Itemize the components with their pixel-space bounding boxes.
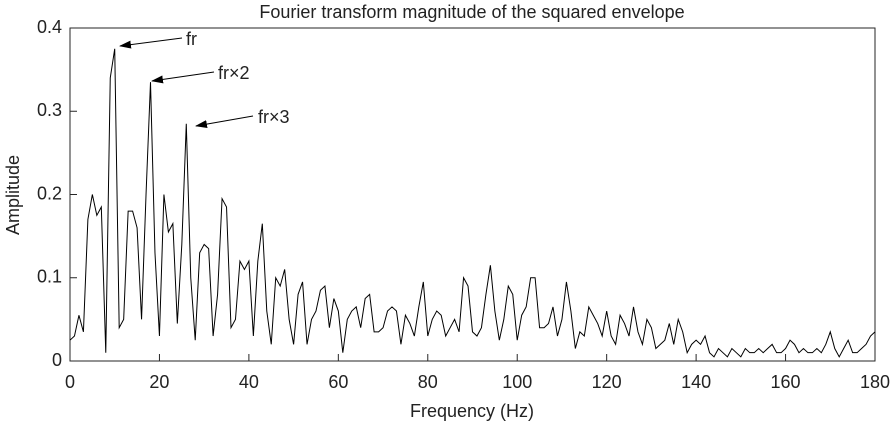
y-axis-label: Amplitude bbox=[3, 155, 23, 235]
x-tick-label: 80 bbox=[418, 372, 438, 392]
plot-frame bbox=[69, 27, 876, 362]
chart-title: Fourier transform magnitude of the squar… bbox=[259, 2, 684, 22]
annotation-arrow bbox=[195, 115, 254, 129]
annotations: fr fr×2 fr×3 bbox=[119, 29, 290, 129]
annotation-arrow bbox=[151, 71, 215, 84]
x-tick-label: 60 bbox=[328, 372, 348, 392]
x-axis-label: Frequency (Hz) bbox=[410, 401, 534, 421]
annotation: fr bbox=[186, 29, 197, 49]
data-line bbox=[69, 48, 876, 358]
x-tick-label: 140 bbox=[681, 372, 711, 392]
y-tick-label: 0.2 bbox=[37, 183, 62, 203]
x-tick-label: 100 bbox=[502, 372, 532, 392]
annotation: fr×3 bbox=[258, 107, 290, 127]
x-tick-label: 180 bbox=[860, 372, 890, 392]
y-tick-label: 0 bbox=[52, 350, 62, 370]
annotation: fr×2 bbox=[218, 63, 250, 83]
x-tick-label: 120 bbox=[592, 372, 622, 392]
x-tick-label: 0 bbox=[65, 372, 75, 392]
y-tick-label: 0.3 bbox=[37, 100, 62, 120]
y-tick-label: 0.4 bbox=[37, 17, 62, 37]
x-tick-label: 20 bbox=[149, 372, 169, 392]
x-tick-label: 40 bbox=[239, 372, 259, 392]
x-tick-label: 160 bbox=[771, 372, 801, 392]
annotation-arrow bbox=[119, 37, 183, 49]
y-tick-label: 0.1 bbox=[37, 267, 62, 287]
